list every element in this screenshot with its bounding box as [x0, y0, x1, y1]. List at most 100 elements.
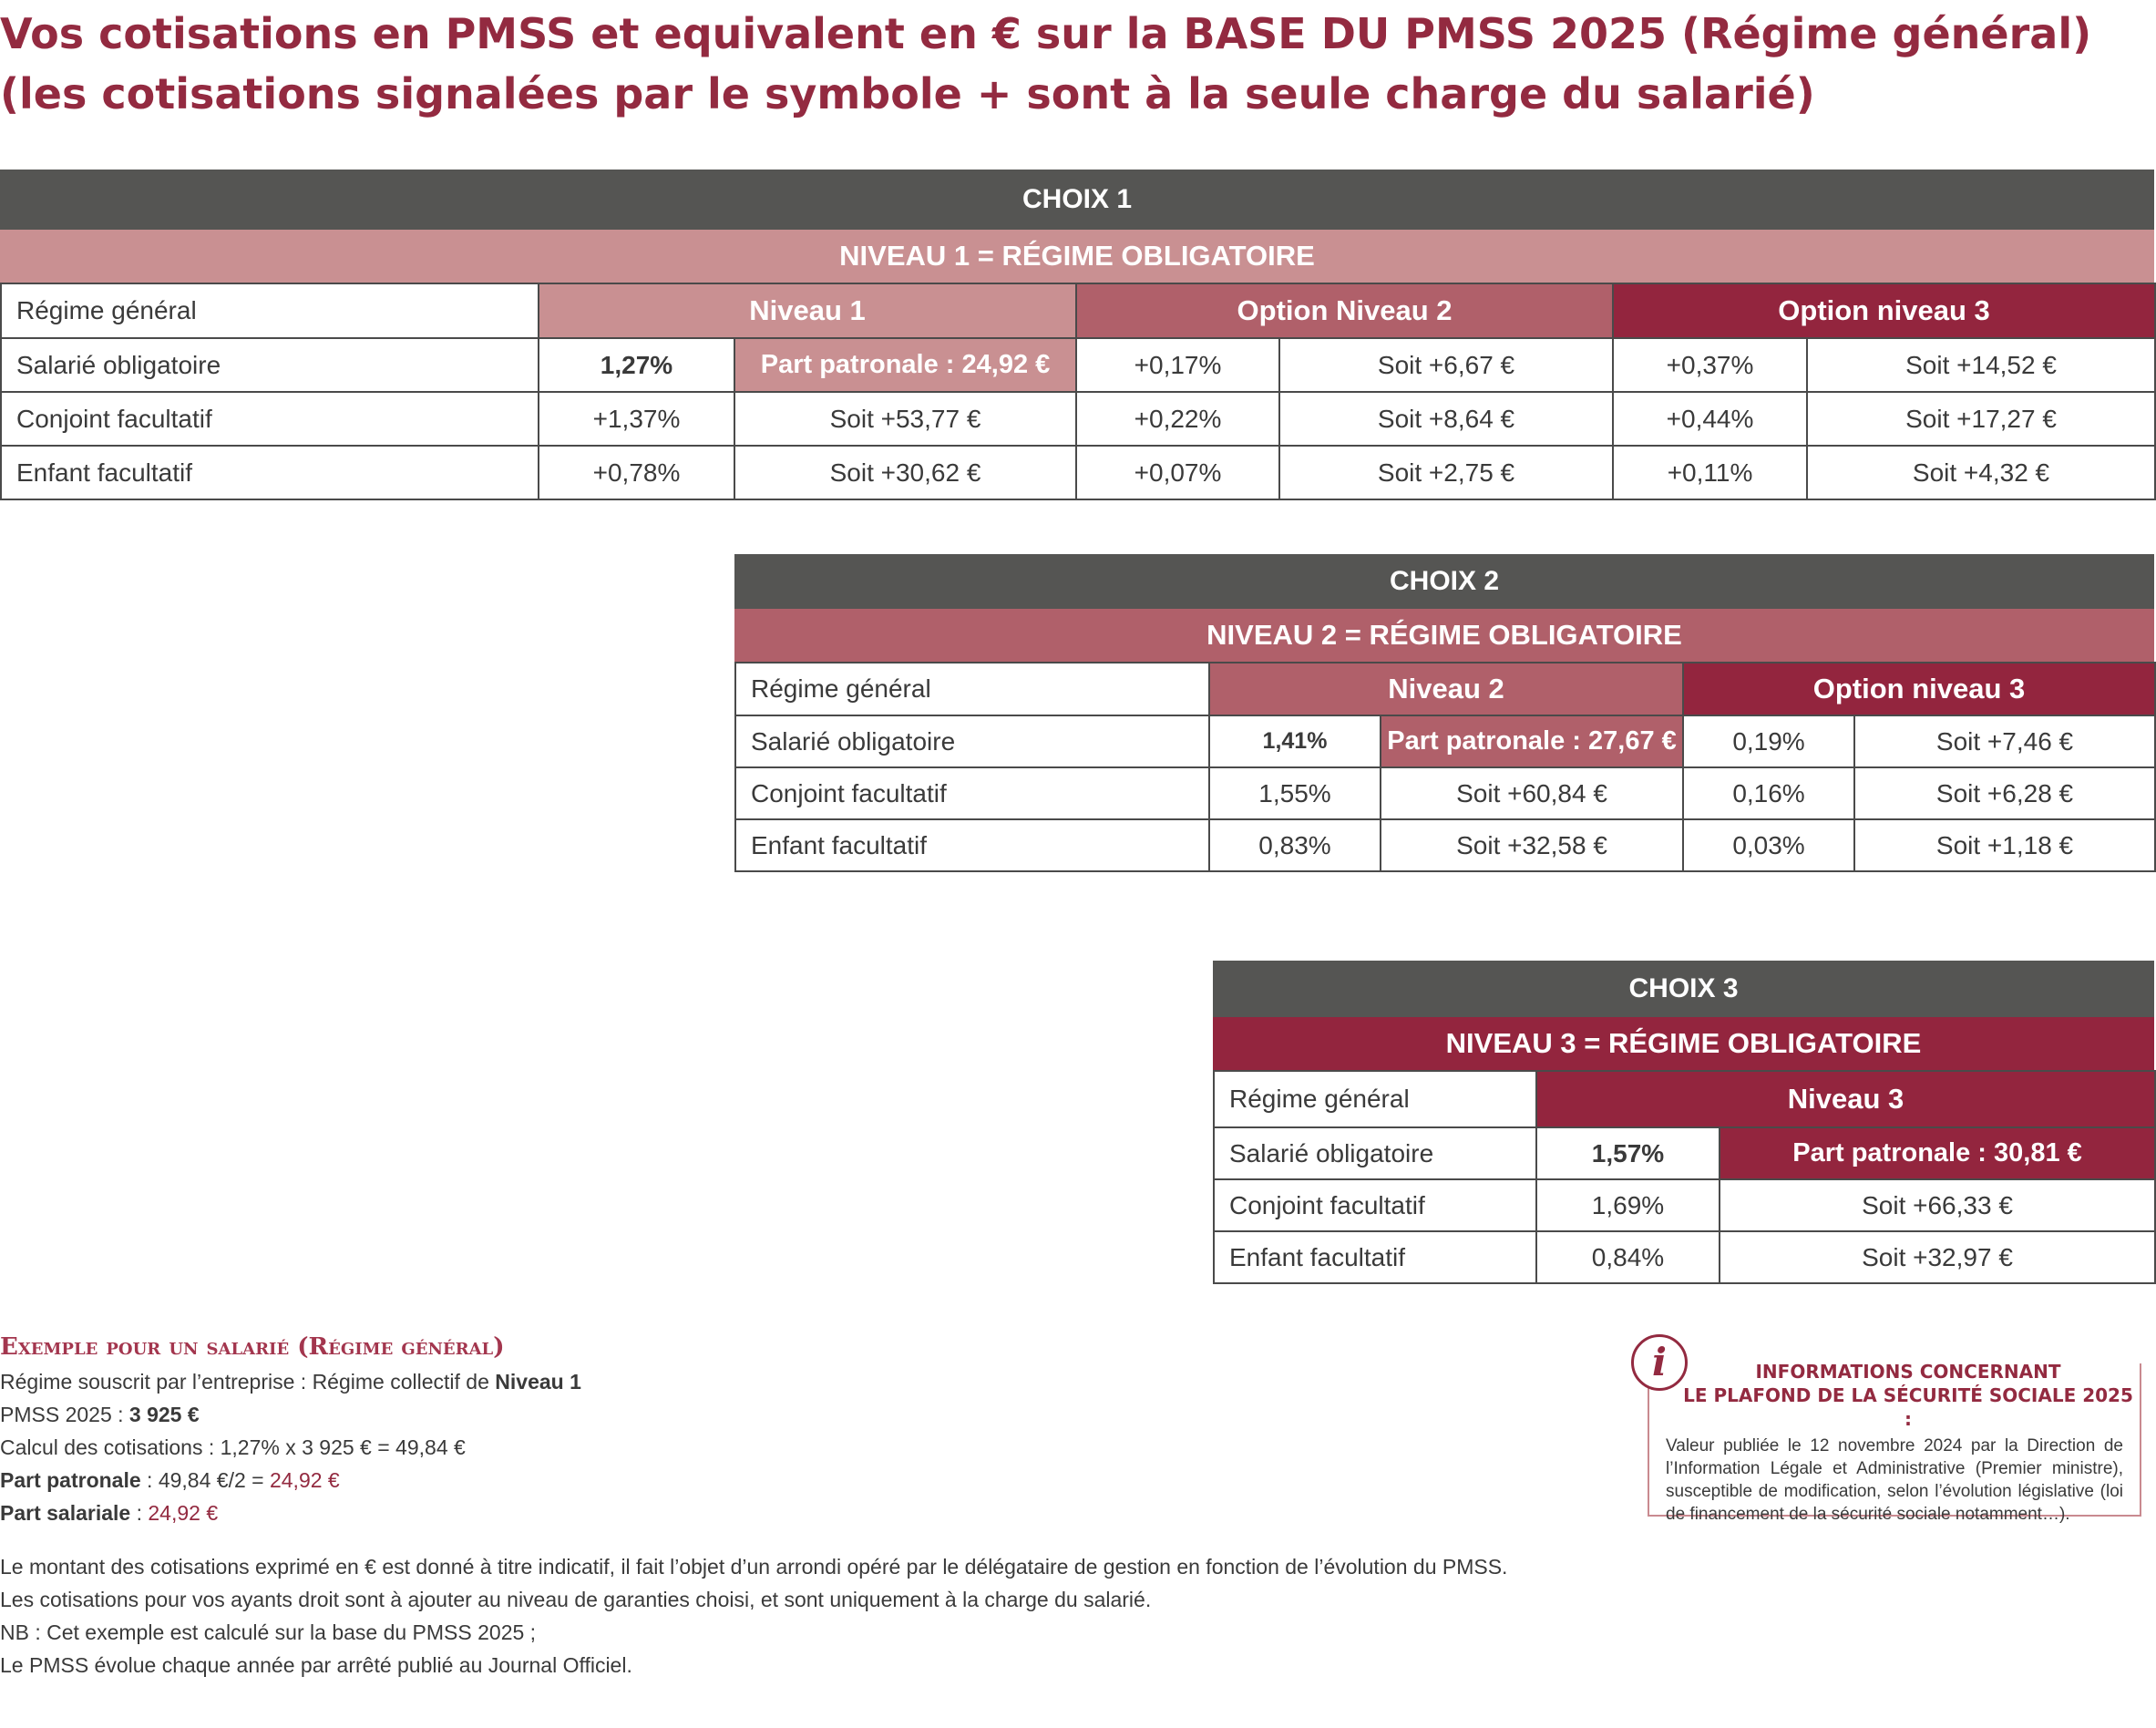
info-title: INFORMATIONS CONCERNANT LE PLAFOND DE LA…: [1649, 1360, 2140, 1431]
row-label: Enfant facultatif: [0, 445, 539, 500]
amount-cell: Soit +32,97 €: [1718, 1230, 2156, 1284]
table-row: Conjoint facultatif +1,37% Soit +53,77 €…: [0, 391, 2156, 447]
example-accent: 24,92 €: [269, 1468, 340, 1492]
amount-cell: Soit +8,64 €: [1278, 391, 1615, 447]
info-text: Valeur publiée le 12 novembre 2024 par l…: [1666, 1436, 2123, 1524]
table-row: Salarié obligatoire 1,57% Part patronale…: [1213, 1126, 2156, 1180]
choix-3-col-niveau-3: Niveau 3: [1535, 1070, 2156, 1128]
choix-1-col-option-niveau-3: Option niveau 3: [1612, 283, 2156, 339]
example-line: Part salariale : 24,92 €: [0, 1497, 911, 1529]
amount-cell: Soit +53,77 €: [733, 391, 1078, 447]
example-bold: Part patronale: [0, 1468, 141, 1492]
rate-cell: 0,03%: [1682, 818, 1856, 872]
table-row: Conjoint facultatif 1,55% Soit +60,84 € …: [734, 766, 2156, 820]
choix-2-header: CHOIX 2: [734, 554, 2154, 609]
example-block: Exemple pour un salarié (Régime général)…: [0, 1329, 911, 1529]
page-title-line-2: (les cotisations signalées par le symbol…: [0, 69, 1815, 118]
amount-cell: Soit +2,75 €: [1278, 445, 1615, 500]
choix-1-table: CHOIX 1 NIVEAU 1 = RÉGIME OBLIGATOIRE Ré…: [0, 170, 2156, 500]
example-bold: 3 925 €: [128, 1403, 200, 1426]
choix-2-band: NIVEAU 2 = RÉGIME OBLIGATOIRE: [734, 609, 2154, 662]
choix-1-col-niveau-1: Niveau 1: [537, 283, 1078, 339]
table-row: Enfant facultatif 0,84% Soit +32,97 €: [1213, 1230, 2156, 1284]
choix-2-col-regime: Régime général: [734, 662, 1210, 716]
row-label: Enfant facultatif: [734, 818, 1210, 872]
example-bold: Part salariale: [0, 1501, 131, 1525]
info-title-line-1: INFORMATIONS CONCERNANT: [1755, 1361, 2061, 1383]
rate-cell: +0,17%: [1075, 337, 1281, 393]
choix-3-col-regime: Régime général: [1213, 1070, 1537, 1128]
example-accent: 24,92 €: [148, 1501, 219, 1525]
row-label: Salarié obligatoire: [0, 337, 539, 393]
example-title: Exemple pour un salarié (Régime général): [0, 1333, 505, 1361]
amount-cell: Soit +1,18 €: [1853, 818, 2156, 872]
rate-cell: +0,07%: [1075, 445, 1281, 500]
choix-2-col-niveau-2: Niveau 2: [1207, 662, 1685, 716]
choix-3-grid: Régime général Niveau 3 Salarié obligato…: [1213, 1070, 2156, 1284]
employer-share-cell: Part patronale : 27,67 €: [1379, 715, 1685, 768]
rate-cell: +0,44%: [1612, 391, 1809, 447]
amount-cell: Soit +4,32 €: [1806, 445, 2156, 500]
rate-cell: 0,83%: [1208, 818, 1381, 872]
example-line: Calcul des cotisations : 1,27% x 3 925 €…: [0, 1435, 466, 1459]
row-label: Enfant facultatif: [1213, 1230, 1537, 1284]
example-line: PMSS 2025 : 3 925 €: [0, 1398, 911, 1431]
row-label: Salarié obligatoire: [734, 715, 1210, 768]
rate-cell: 1,69%: [1535, 1178, 1720, 1232]
rate-cell: +0,78%: [538, 445, 735, 500]
rate-cell: +0,22%: [1075, 391, 1281, 447]
info-icon: i: [1631, 1334, 1688, 1391]
rate-cell: 0,19%: [1682, 715, 1856, 768]
info-title-line-2: LE PLAFOND DE LA SÉCURITÉ SOCIALE 2025 :: [1683, 1384, 2133, 1430]
table-row: Salarié obligatoire 1,41% Part patronale…: [734, 715, 2156, 768]
choix-3-table: CHOIX 3 NIVEAU 3 = RÉGIME OBLIGATOIRE Ré…: [1213, 961, 2156, 1284]
choix-2-grid: Régime général Niveau 2 Option niveau 3 …: [734, 662, 2156, 872]
row-label: Salarié obligatoire: [1213, 1126, 1537, 1180]
table-row: Enfant facultatif 0,83% Soit +32,58 € 0,…: [734, 818, 2156, 872]
rate-cell: 0,16%: [1682, 766, 1856, 820]
example-line: Part patronale : 49,84 €/2 = 24,92 €: [0, 1464, 911, 1497]
rate-cell: 1,57%: [1535, 1126, 1720, 1180]
amount-cell: Soit +7,46 €: [1853, 715, 2156, 768]
choix-3-band: NIVEAU 3 = RÉGIME OBLIGATOIRE: [1213, 1017, 2154, 1070]
rate-cell: 1,55%: [1208, 766, 1381, 820]
choix-1-col-option-niveau-2: Option Niveau 2: [1075, 283, 1615, 339]
rate-cell: +1,37%: [538, 391, 735, 447]
amount-cell: Soit +6,28 €: [1853, 766, 2156, 820]
choix-1-header: CHOIX 1: [0, 170, 2154, 230]
employer-share-cell: Part patronale : 24,92 €: [733, 337, 1078, 393]
table-row: Enfant facultatif +0,78% Soit +30,62 € +…: [0, 445, 2156, 500]
footnote: Les cotisations pour vos ayants droit so…: [0, 1588, 1152, 1611]
amount-cell: Soit +14,52 €: [1806, 337, 2156, 393]
footnote: NB : Cet exemple est calculé sur la base…: [0, 1620, 537, 1644]
example-text: Régime souscrit par l’entreprise : Régim…: [0, 1370, 496, 1394]
rate-cell: 0,84%: [1535, 1230, 1720, 1284]
choix-2-col-option-niveau-3: Option niveau 3: [1682, 662, 2156, 716]
rate-cell: 1,41%: [1208, 715, 1381, 768]
choix-2-table: CHOIX 2 NIVEAU 2 = RÉGIME OBLIGATOIRE Ré…: [734, 554, 2156, 872]
choix-1-col-regime: Régime général: [0, 283, 539, 339]
footnote: Le PMSS évolue chaque année par arrêté p…: [0, 1653, 632, 1677]
example-line: Régime souscrit par l’entreprise : Régim…: [0, 1365, 911, 1398]
amount-cell: Soit +30,62 €: [733, 445, 1078, 500]
rate-cell: +0,11%: [1612, 445, 1809, 500]
footnote: Le montant des cotisations exprimé en € …: [0, 1555, 1508, 1579]
amount-cell: Soit +6,67 €: [1278, 337, 1615, 393]
choix-3-header: CHOIX 3: [1213, 961, 2154, 1017]
table-row: Conjoint facultatif 1,69% Soit +66,33 €: [1213, 1178, 2156, 1232]
employer-share-cell: Part patronale : 30,81 €: [1718, 1126, 2156, 1180]
row-label: Conjoint facultatif: [1213, 1178, 1537, 1232]
info-box: i INFORMATIONS CONCERNANT LE PLAFOND DE …: [1631, 1334, 2141, 1524]
rate-cell: 1,27%: [538, 337, 735, 393]
amount-cell: Soit +60,84 €: [1379, 766, 1685, 820]
page-title-line-1: Vos cotisations en PMSS et equivalent en…: [0, 9, 2092, 58]
rate-cell: +0,37%: [1612, 337, 1809, 393]
row-label: Conjoint facultatif: [0, 391, 539, 447]
footnotes: Le montant des cotisations exprimé en € …: [0, 1550, 1731, 1682]
choix-1-grid: Régime général Niveau 1 Option Niveau 2 …: [0, 283, 2156, 500]
table-row: Salarié obligatoire 1,27% Part patronale…: [0, 337, 2156, 393]
amount-cell: Soit +66,33 €: [1718, 1178, 2156, 1232]
example-text: : 49,84 €/2 =: [140, 1468, 270, 1492]
row-label: Conjoint facultatif: [734, 766, 1210, 820]
example-bold: Niveau 1: [495, 1370, 581, 1394]
